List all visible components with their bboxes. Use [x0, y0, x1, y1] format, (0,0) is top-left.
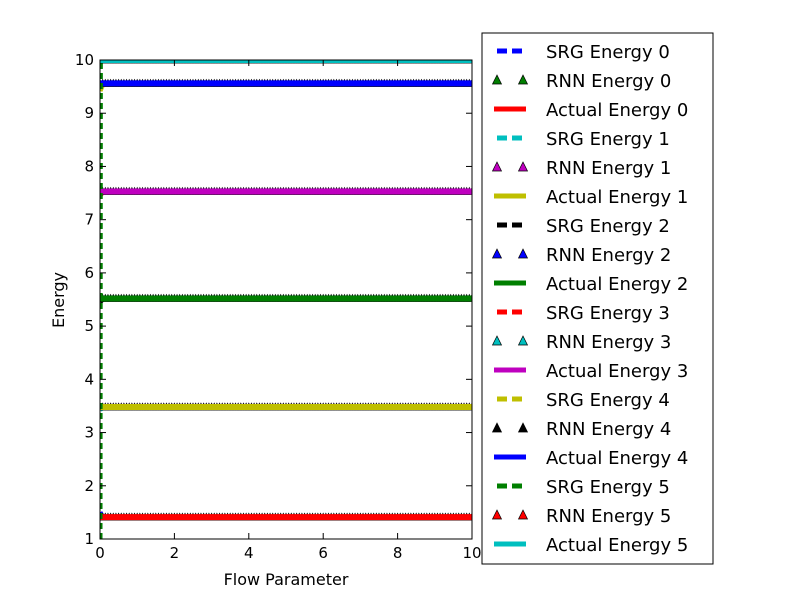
legend-item: Actual Energy 0 — [494, 100, 688, 121]
y-tick-label: 2 — [84, 477, 94, 495]
legend-swatch — [517, 509, 529, 520]
legend-swatch — [517, 161, 529, 172]
legend-label: RNN Energy 3 — [546, 332, 671, 353]
legend-item: Actual Energy 1 — [494, 187, 688, 208]
legend-swatch — [491, 422, 503, 433]
y-tick-label: 10 — [75, 51, 94, 69]
legend-swatch — [517, 422, 529, 433]
legend-swatch — [517, 335, 529, 346]
y-tick-label: 6 — [84, 264, 94, 282]
legend-swatch — [491, 335, 503, 346]
legend-item: RNN Energy 3 — [491, 332, 671, 353]
y-tick-label: 1 — [84, 530, 94, 548]
legend-label: RNN Energy 1 — [546, 158, 671, 179]
legend-swatch — [491, 74, 503, 85]
y-tick-label: 8 — [84, 157, 94, 175]
legend-swatch — [491, 509, 503, 520]
legend-item: Actual Energy 2 — [494, 274, 688, 295]
y-tick-label: 9 — [84, 104, 94, 122]
x-tick-label: 2 — [170, 544, 180, 562]
legend-label: SRG Energy 4 — [546, 390, 670, 411]
x-tick-label: 6 — [318, 544, 328, 562]
legend-item: SRG Energy 3 — [497, 303, 670, 324]
legend-item: Actual Energy 4 — [494, 448, 688, 469]
legend-label: SRG Energy 0 — [546, 42, 670, 63]
legend-label: SRG Energy 3 — [546, 303, 670, 324]
y-tick-label: 5 — [84, 317, 94, 335]
y-tick-label: 7 — [84, 211, 94, 229]
legend-item: SRG Energy 1 — [497, 129, 670, 150]
legend-label: RNN Energy 2 — [546, 245, 671, 266]
legend-label: Actual Energy 4 — [546, 448, 688, 469]
legend-item: SRG Energy 2 — [497, 216, 670, 237]
legend-item: Actual Energy 5 — [494, 535, 688, 556]
legend-label: SRG Energy 2 — [546, 216, 670, 237]
legend-swatch — [517, 74, 529, 85]
legend-item: RNN Energy 0 — [491, 71, 671, 92]
legend-item: RNN Energy 5 — [491, 506, 671, 527]
legend-label: RNN Energy 5 — [546, 506, 671, 527]
x-tick-label: 8 — [393, 544, 403, 562]
legend-item: RNN Energy 4 — [491, 419, 671, 440]
legend-item: SRG Energy 4 — [497, 390, 670, 411]
legend-label: Actual Energy 5 — [546, 535, 688, 556]
legend-item: SRG Energy 0 — [497, 42, 670, 63]
x-tick-label: 10 — [462, 544, 481, 562]
y-axis-label: Energy — [49, 272, 68, 328]
legend-label: SRG Energy 5 — [546, 477, 670, 498]
plot-frame — [99, 59, 473, 540]
legend-item: Actual Energy 3 — [494, 361, 688, 382]
legend-label: RNN Energy 0 — [546, 71, 671, 92]
legend-item: RNN Energy 1 — [491, 158, 671, 179]
legend-label: Actual Energy 1 — [546, 187, 688, 208]
x-tick-label: 4 — [244, 544, 254, 562]
legend-item: SRG Energy 5 — [497, 477, 670, 498]
y-tick-label: 3 — [84, 424, 94, 442]
legend-item: RNN Energy 2 — [491, 245, 671, 266]
legend-label: Actual Energy 3 — [546, 361, 688, 382]
legend-box — [481, 32, 714, 565]
legend-label: SRG Energy 1 — [546, 129, 670, 150]
chart-marks — [100, 60, 472, 539]
x-axis-label: Flow Parameter — [224, 570, 349, 589]
legend-swatch — [517, 248, 529, 259]
x-tick-label: 0 — [95, 544, 105, 562]
legend-swatch — [491, 248, 503, 259]
legend-label: RNN Energy 4 — [546, 419, 671, 440]
legend: SRG Energy 0 RNN Energy 0 Actual Energy 0 S… — [481, 32, 714, 565]
y-tick-label: 4 — [84, 370, 94, 388]
legend-label: Actual Energy 0 — [546, 100, 688, 121]
legend-label: Actual Energy 2 — [546, 274, 688, 295]
legend-swatch — [491, 161, 503, 172]
